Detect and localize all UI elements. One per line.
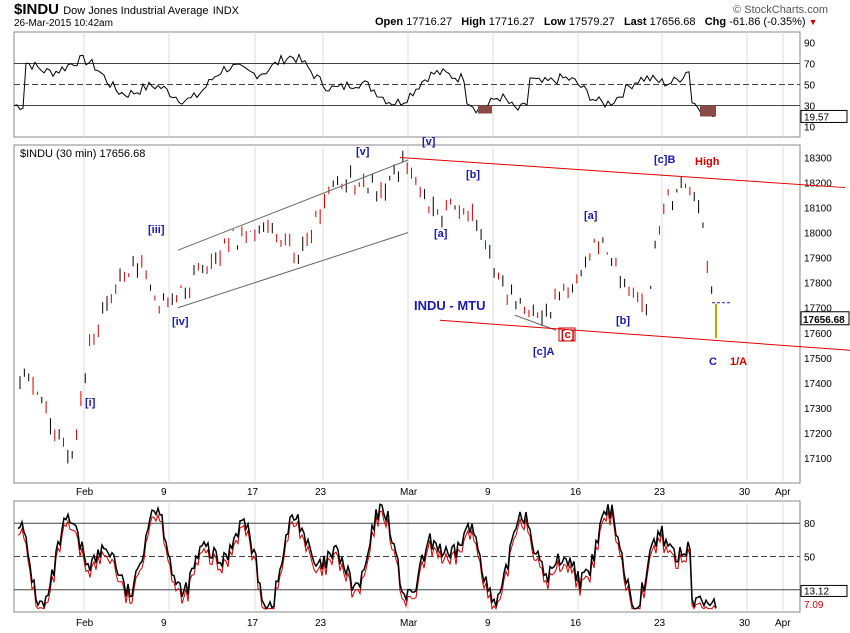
ohlc-line: Open 17716.27 High 17716.27 Low 17579.27…: [375, 16, 818, 28]
wave-label: [b]: [466, 169, 480, 181]
stoch-tick-label: 50: [804, 553, 816, 564]
stoch-x-tick-label: Apr: [775, 618, 791, 629]
price-tick-label: 17800: [804, 279, 832, 290]
last-label: Last: [623, 16, 647, 28]
wave-label: [i]: [85, 397, 96, 409]
wave-label: [c]A: [533, 346, 554, 358]
channel-lower-red: [439, 319, 850, 351]
rsi-tick-label: 30: [804, 102, 816, 113]
low-value: 17579.27: [568, 16, 615, 28]
wave-label: [a]: [584, 210, 598, 222]
last-value: 17656.68: [649, 16, 696, 28]
panel-border-price: [13, 144, 801, 484]
stoch-tick-label: 80: [804, 519, 816, 530]
rsi-tick-label: 70: [804, 60, 816, 71]
price-x-tick-label: Feb: [76, 487, 94, 498]
stoch-x-tick-label: Mar: [400, 618, 418, 629]
symbol: $INDU: [14, 1, 60, 18]
wave-label: C: [709, 356, 717, 368]
rsi-value-tag: 19.57: [804, 112, 829, 123]
wave-label: [c]B: [654, 154, 675, 166]
stoch-d-tag: 7.09: [804, 600, 824, 611]
price-x-tick-label: 30: [739, 487, 751, 498]
index-name: Dow Jones Industrial Average: [63, 5, 209, 17]
datetime: 26-Mar-2015 10:42am: [14, 18, 113, 29]
price-x-tick-label: 17: [247, 487, 259, 498]
wave-label: [b]: [616, 315, 630, 327]
price-tick-label: 17200: [804, 429, 832, 440]
rsi-oversold-fill: [478, 105, 492, 114]
price-tick-label: 17300: [804, 404, 832, 415]
price-x-tick-label: 16: [570, 487, 582, 498]
rsi-line: [13, 53, 717, 118]
price-tag-box: [800, 311, 850, 326]
wave-label: [a]: [434, 228, 448, 240]
stoch-x-tick-label: 9: [485, 618, 491, 629]
price-x-tick-label: 9: [161, 487, 167, 498]
price-tick-label: 17500: [804, 354, 832, 365]
chg-value: -61.86 (-0.35%): [729, 16, 806, 28]
channel-lower-gray: [177, 232, 409, 309]
price-tick-label: 18000: [804, 229, 832, 240]
wave-label: [iii]: [148, 224, 165, 236]
price-tag: 17656.68: [803, 315, 845, 326]
wave-label: High: [695, 156, 720, 168]
stoch-k-line: [17, 503, 717, 611]
channel-upper-red: [399, 157, 846, 189]
stoch-tag-box: [800, 584, 848, 597]
rsi-tick-label: 10: [804, 123, 816, 134]
wave-label: INDU - MTU: [414, 298, 486, 313]
stoch-x-tick-label: 17: [247, 618, 259, 629]
price-x-tick-label: 23: [315, 487, 327, 498]
high-value: 17716.27: [488, 16, 535, 28]
channel-upper-gray: [177, 159, 409, 251]
wave-label: [c]: [561, 329, 575, 341]
price-tick-label: 18100: [804, 204, 832, 215]
price-tick-label: 18200: [804, 179, 832, 190]
brand-logo: © StockCharts.com: [733, 4, 828, 16]
wave-label: [iv]: [172, 316, 189, 328]
wave-label: [v]: [422, 136, 436, 148]
price-tick-label: 17700: [804, 304, 832, 315]
open-value: 17716.27: [406, 16, 453, 28]
low-label: Low: [543, 16, 566, 28]
rsi-oversold-fill: [700, 105, 716, 117]
price-tick-label: 17600: [804, 329, 832, 340]
open-label: Open: [375, 16, 404, 28]
price-legend: $INDU (30 min) 17656.68: [20, 148, 145, 160]
down-arrow-icon: ▼: [808, 17, 818, 27]
price-x-tick-label: Apr: [775, 487, 791, 498]
price-tick-label: 17100: [804, 454, 832, 465]
wave-label: 1/A: [730, 356, 747, 368]
stoch-x-tick-label: 9: [161, 618, 167, 629]
wave-label-box: [558, 327, 576, 342]
rsi-tick-label: 50: [804, 81, 816, 92]
price-tick-label: 17400: [804, 379, 832, 390]
symbol-title: $INDU Dow Jones Industrial Average INDX: [14, 1, 239, 18]
price-x-tick-label: 9: [485, 487, 491, 498]
price-tick-label: 17900: [804, 254, 832, 265]
stoch-x-tick-label: 23: [315, 618, 327, 629]
stoch-x-tick-label: Feb: [76, 618, 94, 629]
stoch-x-tick-label: 16: [570, 618, 582, 629]
stoch-k-tag: 13.12: [804, 586, 829, 597]
chg-label: Chg: [704, 16, 727, 28]
rsi-tick-label: 90: [804, 39, 816, 50]
stoch-x-tick-label: 23: [654, 618, 666, 629]
stoch-x-tick-label: 30: [739, 618, 751, 629]
price-x-tick-label: Mar: [400, 487, 418, 498]
price-tick-label: 18300: [804, 154, 832, 165]
wave-label: [v]: [356, 146, 370, 158]
exchange: INDX: [212, 5, 239, 17]
rsi-value-tag-box: [800, 109, 848, 123]
price-x-tick-label: 23: [654, 487, 666, 498]
high-label: High: [461, 16, 486, 28]
